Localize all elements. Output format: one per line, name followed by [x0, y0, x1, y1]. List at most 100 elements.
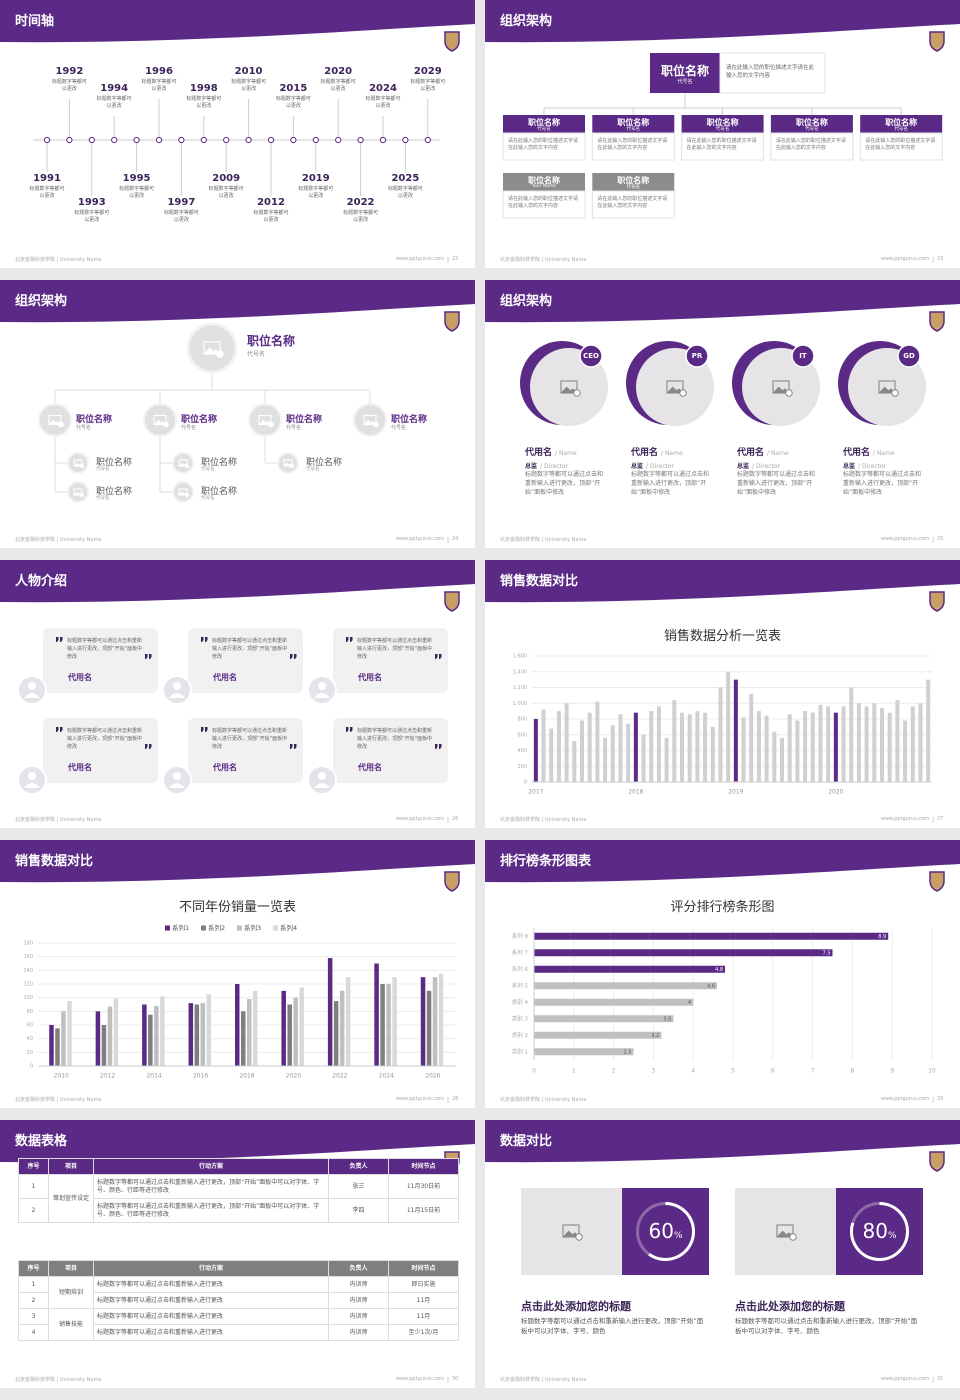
image-icon-plus [573, 389, 581, 397]
profile-name-en: / Name [555, 450, 577, 457]
slide: 0 20 40 60 80 100 120 140 160 180 2010 2012 2014 2016… [0, 840, 475, 1108]
timeline-text: 标题数字等都可以更改 [74, 210, 110, 223]
slide: 组织架构 北京金融科技学院 | University Name www.pptgur… [485, 0, 960, 268]
image-icon-plus [79, 492, 85, 498]
bar [556, 711, 561, 782]
y-tick-label: 20 [27, 1050, 33, 1056]
footer-url: www.pptgurus.com [395, 1096, 444, 1102]
bar [903, 720, 908, 782]
bar [374, 963, 379, 1066]
y-tick-label: 类别 3 [512, 1014, 529, 1022]
cell-plan: 标题数字等都可以通过点击和重新输入进行更改，顶部“开始”面板中可以对字体、字号、… [93, 1198, 329, 1223]
bar [849, 687, 854, 782]
timeline-dot [66, 136, 73, 144]
stat-unit: % [673, 1230, 683, 1241]
image-icon-mountain [179, 462, 187, 466]
slide-title: 数据对比 [500, 1134, 553, 1149]
cell-no: 1 [18, 1174, 49, 1199]
branch-code: 代号名 [76, 425, 92, 431]
timeline-year: 1993 [77, 197, 106, 208]
data-label: 8.9 [878, 934, 886, 940]
timeline-year: 2009 [212, 173, 241, 184]
child-photo [277, 452, 299, 474]
timeline-dot [133, 136, 140, 144]
bar [649, 711, 654, 782]
timeline-text: 标题数字等都可以更改 [186, 96, 222, 109]
profile-role-line: 总监 / Director [843, 453, 886, 472]
timeline-dot [379, 136, 387, 144]
timeline-year: 1997 [167, 197, 196, 208]
slide-title: 销售数据对比 [500, 574, 579, 589]
image-icon [776, 1224, 794, 1238]
y-tick-label: 140 [23, 968, 33, 974]
profile-role-en: / Director [752, 463, 781, 470]
bar [534, 1015, 674, 1023]
page-number: 25 [937, 536, 944, 542]
bar [534, 982, 718, 990]
timeline-text: 标题数字等都可以更改 [96, 96, 132, 109]
header-row: 序号 项目 行动方案 负责人 时间节点 [18, 1158, 459, 1175]
y-tick-label: 600 [517, 732, 527, 738]
header-band [0, 280, 475, 323]
box-header [592, 173, 675, 191]
footer-url: www.pptgurus.com [395, 536, 444, 542]
quote-mark [56, 637, 63, 642]
bar [833, 712, 838, 782]
quote-mark [56, 727, 63, 732]
x-tick-label: 4 [691, 1068, 695, 1075]
timeline-text: 标题数字等都可以更改 [51, 79, 87, 92]
y-tick-label: 180 [23, 941, 33, 947]
bar [188, 1003, 194, 1066]
slide: 人物介绍 北京金融科技学院 | University Name www.pptgur… [0, 560, 475, 828]
box-name: 职位名称 [617, 118, 650, 127]
legend-label: 系列4 [280, 923, 297, 932]
timeline-text: 标题数字等都可以更改 [410, 79, 446, 92]
avatar-body [169, 693, 185, 698]
bar [633, 712, 638, 782]
bar [756, 711, 761, 782]
box-header [592, 115, 675, 133]
cell-due: 11月15日前 [388, 1198, 459, 1223]
quote-mark [145, 744, 152, 749]
box-code: 代号名 [677, 79, 693, 85]
branch-code: 代号名 [391, 425, 407, 431]
y-tick-label: 系列 8 [512, 932, 529, 940]
x-tick-label: 2022 [332, 1073, 347, 1080]
header-band [0, 1120, 475, 1163]
image-icon-mountain [773, 386, 789, 393]
bar [148, 1014, 153, 1066]
timeline-text: 标题数字等都可以更改 [208, 186, 244, 199]
bar [810, 712, 815, 782]
box-header [503, 115, 585, 133]
bar [603, 737, 608, 782]
data-label: 4.8 [715, 967, 723, 973]
child-name: 职位名称 [201, 458, 238, 468]
child-photo [67, 481, 89, 503]
image-icon-mountain [284, 462, 292, 466]
quote-text: 标题数字等都可以通过点击和重新输入进行更改，顶部“开始”面板中修改 [212, 728, 288, 750]
bar [726, 671, 731, 782]
image-icon-mountain [364, 419, 376, 425]
timeline-year: 2029 [413, 66, 442, 77]
profile-text: 标题数字等都可以通过点击和重新输入进行更改，顶部“开始”面板中修改 [631, 471, 710, 496]
timeline-dot [223, 136, 230, 144]
bar [386, 984, 391, 1066]
timeline-year: 2024 [369, 83, 397, 94]
header-band [0, 0, 475, 43]
column-header: 时间节点 [388, 1260, 459, 1277]
box-body [770, 132, 854, 161]
data-table: 序号 项目 行动方案 负责人 时间节点 1 短期培训 标题数字等都可以通过点击和重新输入进行更… [18, 1260, 459, 1341]
y-tick-label: 200 [517, 764, 527, 770]
child-code: 代号名 [201, 467, 215, 472]
profile-role-en: / Director [858, 463, 887, 470]
bar [680, 712, 684, 782]
slide-title: 人物介绍 [15, 574, 68, 589]
image-icon-plus [679, 389, 687, 397]
bar [247, 999, 252, 1066]
image-icon-plus [373, 421, 379, 428]
cell-due: 11月 [388, 1308, 459, 1325]
child-name: 职位名称 [201, 487, 238, 497]
avatar-head [173, 772, 181, 780]
image-icon [48, 414, 62, 426]
profile-photo [636, 348, 714, 426]
